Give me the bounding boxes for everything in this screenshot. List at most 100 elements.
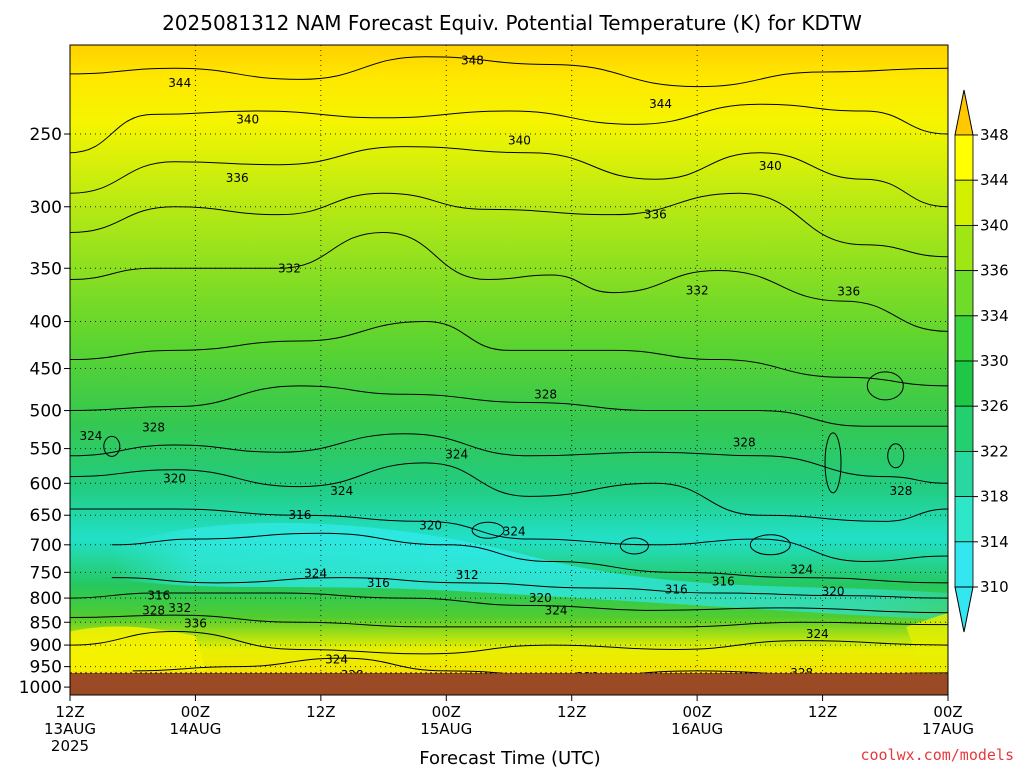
colorbar-bottom-arrow: [954, 586, 974, 633]
y-tick-label: 700: [30, 536, 62, 556]
x-tick-label: 16AUG: [671, 720, 723, 738]
colorbar-swatch: [954, 450, 974, 497]
y-tick-label: 500: [30, 402, 62, 422]
contour-label: 328: [142, 603, 165, 617]
contour-line: [70, 192, 948, 258]
y-axis: 250 300 350 400 450 500 550 600 650 700 750 800 850 9…: [19, 125, 70, 698]
contour-cell: [887, 443, 905, 469]
x-tick-label: 00Z: [181, 703, 210, 721]
y-tick-label: 650: [30, 506, 62, 526]
contour-label: 336: [644, 208, 667, 222]
colorbar: 310 314 318 322 326 330 334 336 340 344 348: [954, 89, 1009, 633]
field-layer: 3483443443403403403363363363323323283283…: [70, 45, 948, 695]
contour-label: 344: [649, 97, 672, 111]
x-tick-label: 00Z: [682, 703, 711, 721]
colorbar-label: 348: [980, 126, 1009, 144]
contour-label: 340: [236, 112, 259, 126]
contour-cell: [619, 537, 649, 555]
colorbar-label: 336: [980, 262, 1009, 280]
contour-label: 324: [545, 603, 568, 617]
contour-label: 340: [508, 133, 531, 147]
contour-label: 320: [822, 585, 845, 599]
contour-label: 328: [534, 387, 557, 401]
ground-layer: [70, 673, 948, 695]
x-tick-label: 12Z: [306, 703, 335, 721]
warm-pocket-right: [906, 612, 948, 684]
y-tick-label: 550: [30, 440, 62, 460]
x-tick-label: 17AUG: [922, 720, 974, 738]
contour-line: [70, 232, 948, 332]
chart-title: 2025081312 NAM Forecast Equiv. Potential…: [162, 11, 862, 35]
credit-link[interactable]: coolwx.com/models: [860, 746, 1014, 764]
contour-line: [70, 56, 948, 88]
colorbar-label: 310: [980, 578, 1009, 596]
contour-label: 316: [712, 574, 735, 588]
x-tick-label: 12Z: [55, 703, 84, 721]
colorbar-swatch: [954, 496, 974, 543]
contour-label: 332: [168, 601, 191, 615]
colorbar-label: 340: [980, 216, 1009, 234]
contour-label: 336: [226, 171, 249, 185]
x-tick-label: 15AUG: [420, 720, 472, 738]
colorbar-label: 318: [980, 488, 1009, 506]
colorbar-label: 334: [980, 307, 1009, 325]
colorbar-top-arrow: [954, 89, 974, 136]
y-tick-label: 450: [30, 360, 62, 380]
contour-line: [111, 532, 948, 584]
y-tick-label: 1000: [19, 678, 62, 698]
contour-line: [70, 631, 948, 655]
y-tick-label: 250: [30, 125, 62, 145]
y-tick-label: 950: [30, 658, 62, 678]
x-tick-label: 12Z: [808, 703, 837, 721]
contour-line: [70, 103, 948, 154]
contour-label: 328: [142, 421, 165, 435]
x-tick-label: 14AUG: [169, 720, 221, 738]
contour-label: 312: [456, 568, 479, 582]
contour-label: 332: [278, 261, 301, 275]
contour-line: [70, 433, 948, 484]
contour-label: 316: [367, 576, 390, 590]
cool-band: [111, 522, 948, 620]
contour-label: 348: [461, 54, 484, 68]
contour-label: 324: [790, 563, 813, 577]
colorbar-label: 330: [980, 352, 1009, 370]
contour-line: [70, 462, 948, 522]
warm-pocket-left: [70, 626, 206, 671]
x-tick-label: 12Z: [557, 703, 586, 721]
contour-label: 320: [529, 591, 552, 605]
contour-label: 324: [445, 447, 468, 461]
x-tick-label: 2025: [51, 737, 89, 755]
y-tick-label: 300: [30, 198, 62, 218]
colorbar-swatch: [954, 134, 974, 181]
x-tick-label: 00Z: [432, 703, 461, 721]
contour-label: 324: [806, 627, 829, 641]
contour-label: 332: [686, 283, 709, 297]
contour-label: 320: [419, 519, 442, 533]
plot-frame: [69, 44, 949, 696]
y-tick-label: 600: [30, 474, 62, 494]
contour-label: 324: [79, 429, 102, 443]
contour-line: [70, 508, 948, 563]
contour-label: 320: [163, 472, 186, 486]
colorbar-label: 314: [980, 533, 1009, 551]
x-tick-label: 13AUG: [44, 720, 96, 738]
contour-label: 344: [168, 76, 191, 90]
contour-line: [70, 321, 948, 387]
plot-area: 3483443443403403403363363363323323283283…: [69, 44, 949, 696]
y-tick-label: 350: [30, 259, 62, 279]
colorbar-swatch: [954, 224, 974, 271]
contour-line: [70, 385, 948, 427]
colorbar-swatch: [954, 541, 974, 588]
contour-label: 328: [733, 436, 756, 450]
contour-label: 324: [330, 484, 353, 498]
contour-line: [70, 592, 948, 614]
contour-label: 328: [890, 484, 913, 498]
y-tick-label: 900: [30, 636, 62, 656]
contour-cell: [866, 371, 904, 401]
contour-cell: [824, 432, 842, 494]
contour-line: [111, 577, 948, 599]
contour-label: 324: [503, 524, 526, 538]
colorbar-swatch: [954, 405, 974, 452]
